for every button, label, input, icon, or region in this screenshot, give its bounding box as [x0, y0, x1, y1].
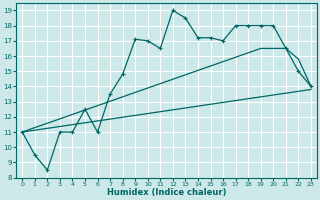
X-axis label: Humidex (Indice chaleur): Humidex (Indice chaleur)	[107, 188, 226, 197]
